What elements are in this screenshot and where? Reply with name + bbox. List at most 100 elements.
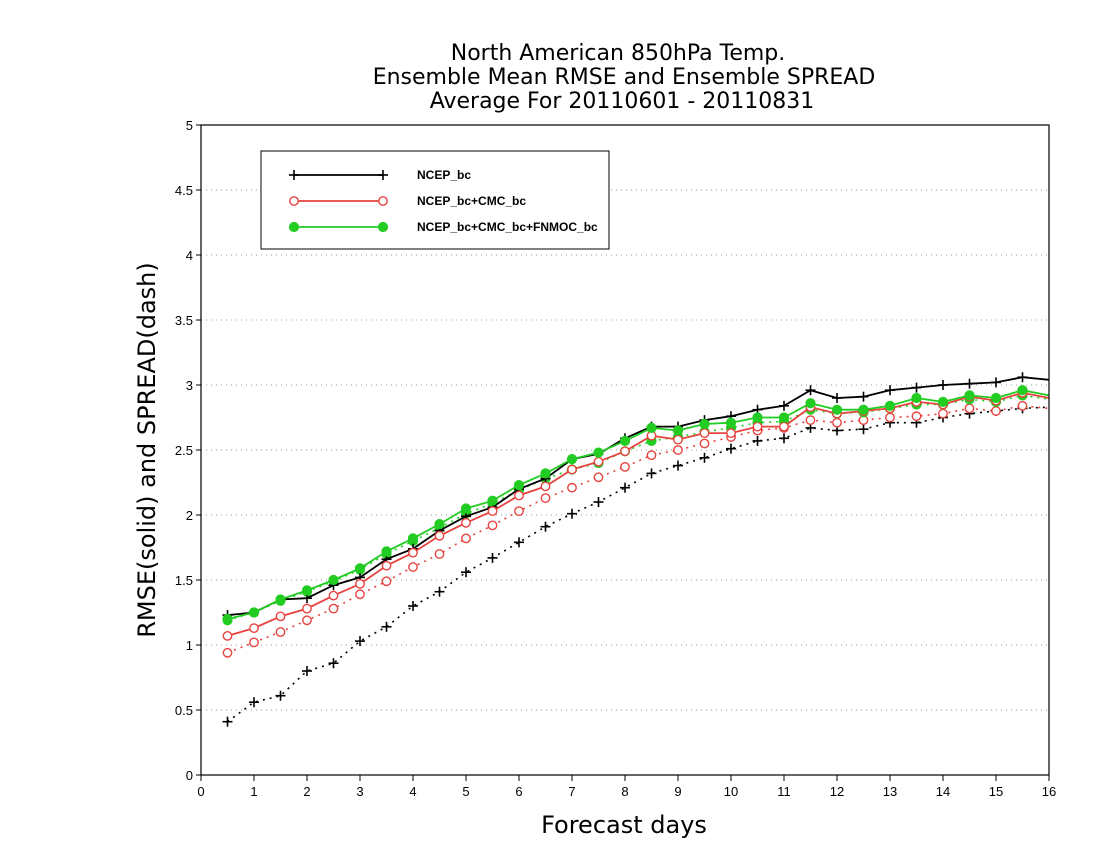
spread-point-ncep-bc — [620, 482, 630, 493]
spread-point-ncep-bc-cmc-bc — [249, 637, 259, 648]
rmse-point-ncep-bc-cmc-bc — [673, 434, 683, 445]
y-tick-label: 4.5 — [175, 183, 193, 198]
title-line-3: Average For 20110601 - 20110831 — [430, 89, 815, 114]
spread-point-ncep-bc — [699, 452, 710, 463]
x-tick-label: 1 — [250, 784, 257, 799]
spread-line-ncep-bc — [227, 406, 1050, 723]
legend-marker — [377, 221, 389, 233]
rmse-point-ncep-bc-cmc-bc-fnmoc-bc — [831, 404, 843, 415]
rmse-point-ncep-bc-cmc-bc-fnmoc-bc — [778, 412, 790, 423]
x-tick-label: 7 — [568, 784, 575, 799]
rmse-point-ncep-bc — [911, 382, 922, 393]
spread-point-ncep-bc-cmc-bc — [514, 506, 524, 516]
chart-title: North American 850hPa Temp. Ensemble Mea… — [373, 41, 876, 114]
rmse-point-ncep-bc — [991, 377, 1001, 388]
rmse-point-ncep-bc-cmc-bc — [408, 547, 418, 558]
rmse-point-ncep-bc-cmc-bc — [699, 428, 710, 438]
x-tick-label: 3 — [356, 784, 363, 799]
rmse-point-ncep-bc-cmc-bc — [567, 464, 577, 475]
rmse-point-ncep-bc-cmc-bc-fnmoc-bc — [672, 425, 684, 436]
x-tick-label: 0 — [197, 784, 204, 799]
rmse-point-ncep-bc-cmc-bc-fnmoc-bc — [725, 417, 737, 428]
spread-point-ncep-bc-cmc-bc — [302, 615, 312, 626]
spread-point-ncep-bc — [514, 537, 524, 548]
spread-point-ncep-bc-cmc-bc — [805, 415, 816, 425]
rmse-point-ncep-bc-cmc-bc — [487, 506, 498, 516]
spread-point-ncep-bc — [408, 601, 418, 611]
rmse-point-ncep-bc-cmc-bc-fnmoc-bc — [990, 392, 1002, 404]
legend-label: NCEP_bc+CMC_bc+FNMOC_bc — [417, 220, 598, 234]
y-tick-label: 1 — [186, 638, 193, 653]
rmse-point-ncep-bc-cmc-bc-fnmoc-bc — [1017, 385, 1028, 396]
rmse-point-ncep-bc-cmc-bc — [779, 421, 789, 432]
rmse-point-ncep-bc — [964, 378, 975, 389]
title-line-1: North American 850hPa Temp. — [451, 41, 786, 66]
spread-point-ncep-bc — [381, 621, 392, 632]
spread-point-ncep-bc-cmc-bc — [885, 412, 895, 423]
y-tick-label: 0 — [186, 768, 193, 783]
rmse-point-ncep-bc — [1017, 372, 1028, 383]
legend-box — [260, 150, 610, 250]
spread-point-ncep-bc-cmc-bc — [328, 603, 339, 614]
spread-point-ncep-bc-cmc-bc — [991, 406, 1001, 416]
legend: NCEP_bc NCEP_bc+CMC_bc NCEP_bc+CMC_bc+FNMO… — [260, 150, 610, 250]
y-tick-label: 4 — [186, 248, 193, 263]
x-tick-label: 6 — [515, 784, 522, 799]
y-axis-label: RMSE(solid) and SPREAD(dash) — [133, 262, 161, 638]
spread-point-ncep-bc — [752, 435, 763, 446]
rmse-point-ncep-bc — [858, 391, 869, 402]
rmse-point-ncep-bc-cmc-bc-fnmoc-bc — [540, 468, 551, 479]
x-tick-label: 14 — [936, 784, 950, 799]
spread-point-ncep-bc — [540, 521, 551, 532]
legend-marker — [289, 196, 299, 206]
spread-point-ncep-bc-cmc-bc — [434, 549, 445, 559]
rmse-point-ncep-bc — [832, 393, 842, 403]
rmse-point-ncep-bc — [805, 385, 816, 396]
rmse-point-ncep-bc-cmc-bc-fnmoc-bc — [275, 594, 286, 605]
spread-point-ncep-bc-cmc-bc — [355, 589, 365, 600]
rmse-point-ncep-bc-cmc-bc-fnmoc-bc — [911, 392, 922, 404]
spread-point-ncep-bc-cmc-bc — [487, 520, 498, 531]
rmse-point-ncep-bc-cmc-bc-fnmoc-bc — [513, 480, 525, 491]
x-axis: 0 1 2 3 4 5 6 7 8 9 10 11 12 13 14 15 16 — [197, 775, 1056, 799]
x-tick-label: 16 — [1042, 784, 1056, 799]
legend-marker — [378, 170, 388, 180]
spread-point-ncep-bc — [858, 424, 869, 435]
legend-marker — [289, 170, 299, 180]
legend-label: NCEP_bc+CMC_bc — [417, 194, 526, 208]
rmse-point-ncep-bc-cmc-bc-fnmoc-bc — [593, 447, 604, 458]
rmse-point-ncep-bc-cmc-bc-fnmoc-bc — [752, 412, 763, 423]
spread-point-ncep-bc — [461, 567, 471, 578]
rmse-point-ncep-bc-cmc-bc — [752, 421, 763, 432]
spread-point-ncep-bc-cmc-bc — [673, 445, 683, 455]
spread-point-ncep-bc-cmc-bc — [620, 461, 630, 472]
spread-point-ncep-bc — [355, 636, 365, 647]
spread-point-ncep-bc — [779, 433, 789, 444]
spread-point-ncep-bc-cmc-bc — [1017, 400, 1028, 411]
spread-point-ncep-bc-cmc-bc — [461, 533, 471, 544]
spread-point-ncep-bc-cmc-bc — [540, 493, 551, 503]
rmse-point-ncep-bc-cmc-bc-fnmoc-bc — [460, 503, 472, 514]
spread-point-ncep-bc-cmc-bc — [832, 417, 842, 428]
rmse-point-ncep-bc-cmc-bc — [222, 631, 233, 641]
rmse-point-ncep-bc — [779, 400, 789, 411]
rmse-point-ncep-bc-cmc-bc — [381, 560, 392, 571]
rmse-point-ncep-bc-cmc-bc-fnmoc-bc — [937, 396, 949, 407]
spread-point-ncep-bc — [567, 508, 577, 519]
spread-point-ncep-bc — [487, 552, 498, 563]
rmse-point-ncep-bc-cmc-bc-fnmoc-bc — [884, 400, 896, 411]
spread-point-ncep-bc-cmc-bc — [381, 576, 392, 587]
spread-point-ncep-bc — [222, 716, 233, 727]
rmse-point-ncep-bc-cmc-bc-fnmoc-bc — [619, 435, 631, 446]
rmse-point-ncep-bc — [938, 380, 948, 390]
spread-point-ncep-bc — [726, 443, 736, 454]
rmse-point-ncep-bc-cmc-bc-fnmoc-bc — [354, 563, 366, 574]
spread-point-ncep-bc-cmc-bc — [408, 562, 418, 572]
rmse-point-ncep-bc-cmc-bc-fnmoc-bc — [407, 533, 419, 544]
spread-point-ncep-bc-cmc-bc — [964, 403, 975, 414]
rmse-point-ncep-bc-cmc-bc-fnmoc-bc — [248, 607, 260, 618]
rmse-point-ncep-bc-cmc-bc — [461, 517, 471, 528]
rmse-point-ncep-bc-cmc-bc-fnmoc-bc — [222, 613, 233, 625]
legend-marker — [288, 221, 300, 233]
